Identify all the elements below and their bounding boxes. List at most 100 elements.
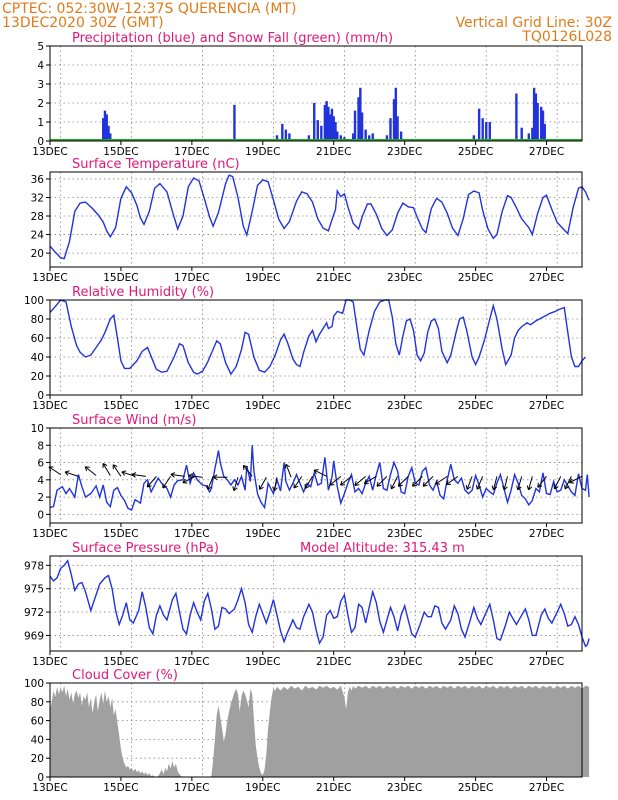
wind-vector-head [376,484,382,487]
wind-vector-head [112,464,118,467]
precip-bar [109,133,112,141]
wind-vector [516,476,523,491]
x-tick-label: 21DEC [316,528,351,540]
y-tick-label: 80 [31,314,44,326]
series-line [49,445,590,511]
wind-vector-shaft [554,476,562,490]
wind-vector [435,475,448,485]
precip-bar [284,129,288,141]
precip-bar [357,97,360,141]
wind-vector-head [213,474,218,478]
wind-vector-shaft [84,466,97,476]
y-tick-label: 2 [37,492,44,504]
wind-vector [112,464,122,477]
pressure-panel: 969 972 975 978 13DEC 15DEC 17DEC 19DEC 21DEC 23D… [24,541,590,668]
wind-vector-shaft [304,476,313,489]
wind-vector-shaft [397,476,409,487]
y-tick-label: 40 [31,352,44,364]
precip-bar [327,106,330,141]
y-tick-label: 80 [31,697,44,709]
wind-vector [304,476,313,489]
precip-bar [352,133,355,141]
wind-vector-shaft [48,466,61,476]
x-tick-label: 13DEC [32,400,67,412]
wind-vector-head [564,486,570,490]
x-tick-label: 15DEC [103,400,138,412]
wind-vector-shaft [329,475,342,486]
x-tick-label: 25DEC [458,528,493,540]
wind-vector-head [423,484,428,487]
x-tick-label: 15DEC [103,782,138,794]
wind-vector [340,475,352,486]
precip-bar [105,114,108,141]
wind-vector-head [313,469,317,475]
precip-bar [485,122,488,141]
y-tick-label: 20 [31,371,44,383]
wind-vector [553,476,562,490]
wind-vector-head [569,478,573,483]
panel-title: Surface Wind (m/s) [72,413,196,428]
wind-vector [102,463,111,476]
precip-bar [368,135,371,141]
x-tick-label: 23DEC [387,782,422,794]
wind-vector-shaft [564,476,572,490]
wind-vector [397,476,409,487]
wind-vector-head [363,479,367,484]
x-tick-label: 25DEC [458,272,493,284]
wind-vector-shaft [492,476,498,491]
y-tick-label: 0 [37,390,44,402]
wind-vector [537,476,547,488]
x-tick-label: 17DEC [174,272,209,284]
x-tick-label: 27DEC [529,528,564,540]
y-tick-label: 20 [31,248,44,260]
wind-vector [491,476,498,491]
wind-vector-head [412,484,418,487]
wind-vector-head [465,484,468,490]
panel-frame [49,555,583,652]
precip-bar [233,104,236,141]
precip-bar [541,110,545,141]
wind-panel: 0 2 4 6 8 10 13DEC 15DEC 17DEC 19DEC 21DEC 23DEC 25D… [31,413,590,540]
wind-vector-head [188,475,193,479]
wind-vector [502,476,509,491]
series-line [49,299,587,376]
x-tick-label: 25DEC [458,400,493,412]
wind-vector [232,477,239,492]
wind-vector-shaft [435,475,448,485]
wind-vector-shaft [412,476,423,487]
panel-frame [49,427,583,524]
wind-vector [284,463,292,478]
precip-bar [371,133,374,141]
wind-vector-shaft [528,476,533,490]
wind-vector-shaft [162,476,172,489]
precip-bar [330,108,334,141]
precip-bar [307,135,311,141]
wind-vector [354,475,366,486]
precip-bar [328,114,332,141]
y-tick-label: 978 [24,560,44,572]
x-tick-label: 25DEC [458,656,493,668]
wind-vector-shaft [293,476,303,489]
wind-vector-head [272,486,275,492]
wind-vector-head [554,486,559,490]
wind-vector [363,475,377,485]
wind-vector-head [243,464,248,468]
precip-bar [316,120,319,141]
wind-vector-head [491,485,494,491]
wind-vector-head [354,484,360,486]
wind-vector-head [537,485,543,488]
y-tick-label: 2 [37,98,44,110]
wind-vector-shaft [64,471,79,477]
x-tick-label: 21DEC [316,656,351,668]
x-tick-label: 23DEC [387,528,422,540]
wind-vector-head [354,480,357,486]
x-tick-label: 27DEC [529,272,564,284]
wind-vector-head [131,472,137,475]
precip-bar [323,104,327,141]
precip-bar [477,108,481,141]
panel-frame [49,682,583,778]
wind-vector-head [391,486,396,490]
x-tick-label: 13DEC [32,782,67,794]
precip-bar [520,127,523,141]
x-tick-label: 21DEC [316,272,351,284]
